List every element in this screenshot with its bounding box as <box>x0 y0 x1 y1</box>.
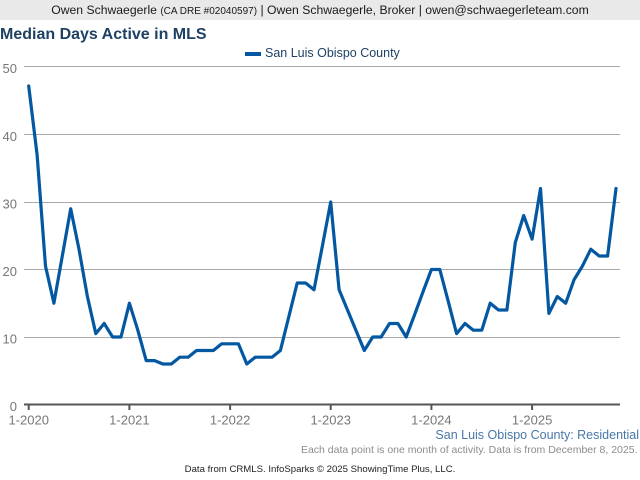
svg-text:1-2024: 1-2024 <box>411 413 451 428</box>
svg-text:1-2025: 1-2025 <box>512 413 552 428</box>
svg-text:1-2021: 1-2021 <box>109 413 149 428</box>
svg-text:10: 10 <box>3 332 17 347</box>
svg-text:0: 0 <box>10 399 17 414</box>
svg-text:50: 50 <box>3 61 17 76</box>
svg-text:1-2022: 1-2022 <box>210 413 250 428</box>
svg-text:40: 40 <box>3 129 17 144</box>
svg-text:30: 30 <box>3 197 17 212</box>
svg-text:20: 20 <box>3 264 17 279</box>
svg-text:1-2020: 1-2020 <box>8 413 48 428</box>
svg-text:1-2023: 1-2023 <box>310 413 350 428</box>
